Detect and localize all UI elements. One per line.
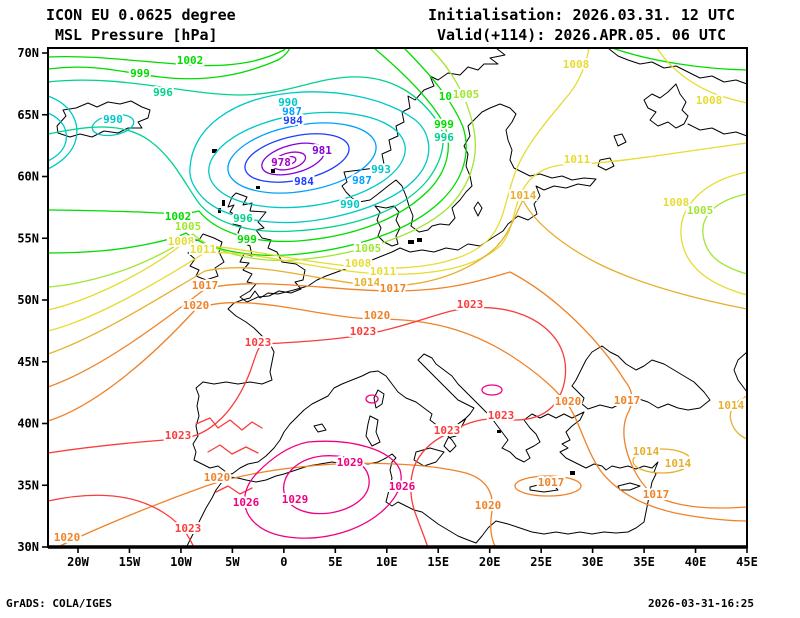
isobar-label: 978 [271,156,291,169]
isobar-label: 1017 [643,488,670,501]
isobar-label: 999 [237,233,257,246]
isobar-label: 1017 [192,279,219,292]
isobar-label: 984 [294,175,314,188]
valid-time: Valid(+114): 2026.APR.05. 06 UTC [437,26,726,44]
y-tick-label: 35N [17,478,39,492]
isobar-label: 1023 [175,522,202,535]
isobar-label: 990 [278,96,298,109]
x-tick-label: 30E [582,555,604,569]
isobar-label: 1014 [354,276,381,289]
isobar-label: 999 [130,67,150,80]
isobar-label: 1029 [337,456,364,469]
model-title: ICON EU 0.0625 degree [46,6,236,24]
initialisation-time: Initialisation: 2026.03.31. 12 UTC [428,6,736,24]
isobar-label: 1011 [190,243,217,256]
x-tick-label: 10E [376,555,398,569]
isobar-label: 993 [371,163,391,176]
variable-title: MSL Pressure [hPa] [55,26,218,44]
y-tick-label: 45N [17,355,39,369]
isobar-label: 1005 [453,88,480,101]
x-tick-label: 15E [427,555,449,569]
isobar-label: 1029 [282,493,309,506]
isobar-label: 1026 [389,480,416,493]
isobar-label: 990 [340,198,360,211]
isobar-label: 1005 [687,204,714,217]
isobar-label: 996 [233,212,253,225]
isobar-label: 987 [282,105,302,118]
isobar-contours [47,47,748,549]
x-tick-label: 5W [225,555,240,569]
isobar-label: 1014 [665,457,692,470]
isobar-label: 1017 [538,476,565,489]
isobar-label: 1008 [663,196,690,209]
coastlines [56,47,748,549]
isobar-label: 1002 [177,54,204,67]
isobar-label: 1014 [718,399,745,412]
y-tick-label: 65N [17,108,39,122]
x-tick-label: 20E [479,555,501,569]
isobar-label: 1023 [457,298,484,311]
x-tick-label: 15W [119,555,141,569]
y-tick-label: 40N [17,417,39,431]
isobar-label: 1020 [204,471,231,484]
isobar-label: 1017 [380,282,407,295]
y-tick-label: 55N [17,231,39,245]
y-tick-label: 60N [17,170,39,184]
axes: 20W 15W 10W 5W 0 5E 10E 15E 20E 25E 30E 35E 40E 45E 70… [17,46,758,569]
isobar-label: 1020 [364,309,391,322]
isobar-label: 987 [352,174,372,187]
isobar-label: 1008 [696,94,723,107]
creation-timestamp: 2026-03-31-16:25 [648,597,754,610]
isobar-label: 990 [103,113,123,126]
x-tick-label: 35E [633,555,655,569]
x-tick-label: 25E [530,555,552,569]
isobar-label: 981 [312,144,332,157]
y-tick-label: 30N [17,540,39,554]
y-tick-label: 50N [17,293,39,307]
plot-frame [47,47,748,548]
isobar-label: 984 [283,114,303,127]
isobar-label: 1017 [614,394,641,407]
x-tick-label: 45E [736,555,758,569]
isobar-label: 1026 [233,496,260,509]
isobar-label: 1020 [54,531,81,544]
contour-value-labels: 9789819849849879879909909909939969969969… [52,52,747,546]
isobar-label: 996 [153,86,173,99]
isobar-label: 1008 [345,257,372,270]
isobar-label: 999 [434,118,454,131]
isobar-label: 1023 [434,424,461,437]
isobar-label: 1014 [510,189,537,202]
isobar-label: 1008 [168,235,195,248]
isobar-label: 996 [434,131,454,144]
isobar-label: 1023 [245,336,272,349]
isobar-label: 1020 [183,299,210,312]
isobar-label: 1014 [633,445,660,458]
x-tick-label: 40E [685,555,707,569]
x-tick-label: 5E [328,555,342,569]
grads-credit: GrADS: COLA/IGES [6,597,112,610]
isobar-label: 1020 [475,499,502,512]
isobar-label: 1002 [439,90,466,103]
x-tick-label: 0 [280,555,287,569]
isobar-label: 1023 [350,325,377,338]
isobar-label: 1008 [563,58,590,71]
isobar-label: 1023 [488,409,515,422]
isobar-label: 1020 [555,395,582,408]
isobar-label: 1005 [175,220,202,233]
x-tick-label: 10W [170,555,192,569]
y-tick-label: 70N [17,46,39,60]
x-tick-label: 20W [67,555,89,569]
isobar-label: 1011 [564,153,591,166]
isobar-label: 1011 [370,265,397,278]
isobar-label: 1023 [165,429,192,442]
isobar-label: 1005 [355,242,382,255]
isobar-label: 1002 [165,210,192,223]
